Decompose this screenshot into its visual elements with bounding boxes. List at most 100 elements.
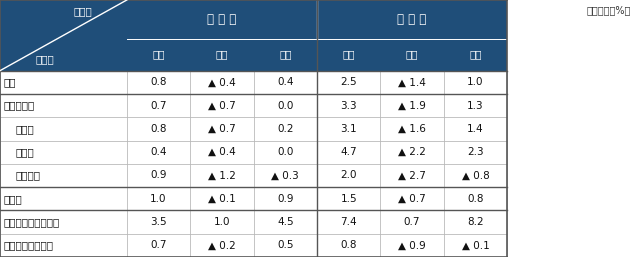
Bar xyxy=(127,164,190,187)
Text: ▲ 1.4: ▲ 1.4 xyxy=(398,77,426,87)
Bar xyxy=(254,141,317,164)
Text: 0.0: 0.0 xyxy=(277,100,294,111)
Text: ▲ 0.8: ▲ 0.8 xyxy=(462,170,489,180)
Text: 三大都市圏: 三大都市圏 xyxy=(4,100,35,111)
Text: ▲ 0.2: ▲ 0.2 xyxy=(208,240,236,250)
Text: 0.7: 0.7 xyxy=(404,217,420,227)
Bar xyxy=(380,210,444,234)
Bar xyxy=(380,39,444,71)
Text: ▲ 1.6: ▲ 1.6 xyxy=(398,124,426,134)
Bar xyxy=(127,187,190,210)
Text: 8.2: 8.2 xyxy=(467,217,484,227)
Text: 3.3: 3.3 xyxy=(340,100,357,111)
Bar xyxy=(254,234,317,257)
Bar xyxy=(254,39,317,71)
Bar xyxy=(380,141,444,164)
Text: ▲ 0.9: ▲ 0.9 xyxy=(398,240,426,250)
Text: 0.8: 0.8 xyxy=(340,240,357,250)
Bar xyxy=(0,94,127,117)
Text: 3.1: 3.1 xyxy=(340,124,357,134)
Text: ▲ 2.7: ▲ 2.7 xyxy=(398,170,426,180)
Bar xyxy=(317,187,380,210)
Text: 0.8: 0.8 xyxy=(150,77,167,87)
Bar xyxy=(317,0,507,39)
Bar xyxy=(127,71,190,94)
Bar xyxy=(317,141,380,164)
Bar xyxy=(380,164,444,187)
Text: 4.7: 4.7 xyxy=(340,147,357,157)
Bar xyxy=(254,210,317,234)
Bar xyxy=(190,94,254,117)
Bar xyxy=(444,210,507,234)
Bar xyxy=(190,210,254,234)
Text: 0.0: 0.0 xyxy=(277,147,294,157)
Text: ▲ 0.4: ▲ 0.4 xyxy=(208,77,236,87)
Text: 1.5: 1.5 xyxy=(340,194,357,204)
Bar xyxy=(444,71,507,94)
Bar xyxy=(380,187,444,210)
Text: 0.8: 0.8 xyxy=(467,194,484,204)
Text: ▲ 0.3: ▲ 0.3 xyxy=(271,170,299,180)
Bar xyxy=(190,234,254,257)
Bar xyxy=(190,39,254,71)
Bar xyxy=(0,187,127,210)
Text: 地方圏（その他）: 地方圏（その他） xyxy=(4,240,54,250)
Bar xyxy=(317,94,380,117)
Bar xyxy=(380,234,444,257)
Bar xyxy=(190,117,254,141)
Text: 全国: 全国 xyxy=(4,77,16,87)
Bar xyxy=(127,39,190,71)
Text: 2.0: 2.0 xyxy=(340,170,357,180)
Bar xyxy=(317,39,380,71)
Text: ▲ 1.9: ▲ 1.9 xyxy=(398,100,426,111)
Bar xyxy=(190,141,254,164)
Text: 前半: 前半 xyxy=(152,50,165,60)
Text: ▲ 2.2: ▲ 2.2 xyxy=(398,147,426,157)
Bar xyxy=(254,164,317,187)
Bar xyxy=(380,94,444,117)
Text: 用途別: 用途別 xyxy=(73,7,92,16)
Bar xyxy=(444,94,507,117)
Bar xyxy=(127,234,190,257)
Text: 後半: 後半 xyxy=(216,50,228,60)
Text: 0.7: 0.7 xyxy=(150,100,167,111)
Bar xyxy=(444,39,507,71)
Text: 0.5: 0.5 xyxy=(277,240,294,250)
Text: 1.0: 1.0 xyxy=(150,194,167,204)
Bar xyxy=(127,94,190,117)
Text: 0.9: 0.9 xyxy=(150,170,167,180)
Text: ▲ 0.7: ▲ 0.7 xyxy=(398,194,426,204)
Bar xyxy=(444,234,507,257)
Bar xyxy=(444,164,507,187)
Text: ▲ 0.7: ▲ 0.7 xyxy=(208,124,236,134)
Text: 地方圏（地方四市）: 地方圏（地方四市） xyxy=(4,217,60,227)
Bar xyxy=(317,234,380,257)
Bar xyxy=(254,117,317,141)
Text: 0.8: 0.8 xyxy=(150,124,167,134)
Text: 住 宅 地: 住 宅 地 xyxy=(207,13,236,26)
Bar xyxy=(380,71,444,94)
Bar xyxy=(254,71,317,94)
Bar xyxy=(0,164,127,187)
Bar xyxy=(190,187,254,210)
Bar xyxy=(190,164,254,187)
Text: ▲ 0.1: ▲ 0.1 xyxy=(462,240,489,250)
Text: 大阪圏: 大阪圏 xyxy=(15,147,34,157)
Bar xyxy=(317,164,380,187)
Bar xyxy=(444,187,507,210)
Bar xyxy=(0,117,127,141)
Bar xyxy=(127,210,190,234)
Text: 1.0: 1.0 xyxy=(467,77,484,87)
Text: 年間: 年間 xyxy=(469,50,482,60)
Bar xyxy=(0,210,127,234)
Text: ▲ 0.4: ▲ 0.4 xyxy=(208,147,236,157)
Text: 商 業 地: 商 業 地 xyxy=(398,13,427,26)
Text: 0.4: 0.4 xyxy=(277,77,294,87)
Text: ▲ 1.2: ▲ 1.2 xyxy=(208,170,236,180)
Text: ▲ 0.1: ▲ 0.1 xyxy=(208,194,236,204)
Bar xyxy=(0,0,127,71)
Text: 3.5: 3.5 xyxy=(150,217,167,227)
Bar xyxy=(127,141,190,164)
Text: 2.5: 2.5 xyxy=(340,77,357,87)
Text: 地方圏: 地方圏 xyxy=(4,194,23,204)
